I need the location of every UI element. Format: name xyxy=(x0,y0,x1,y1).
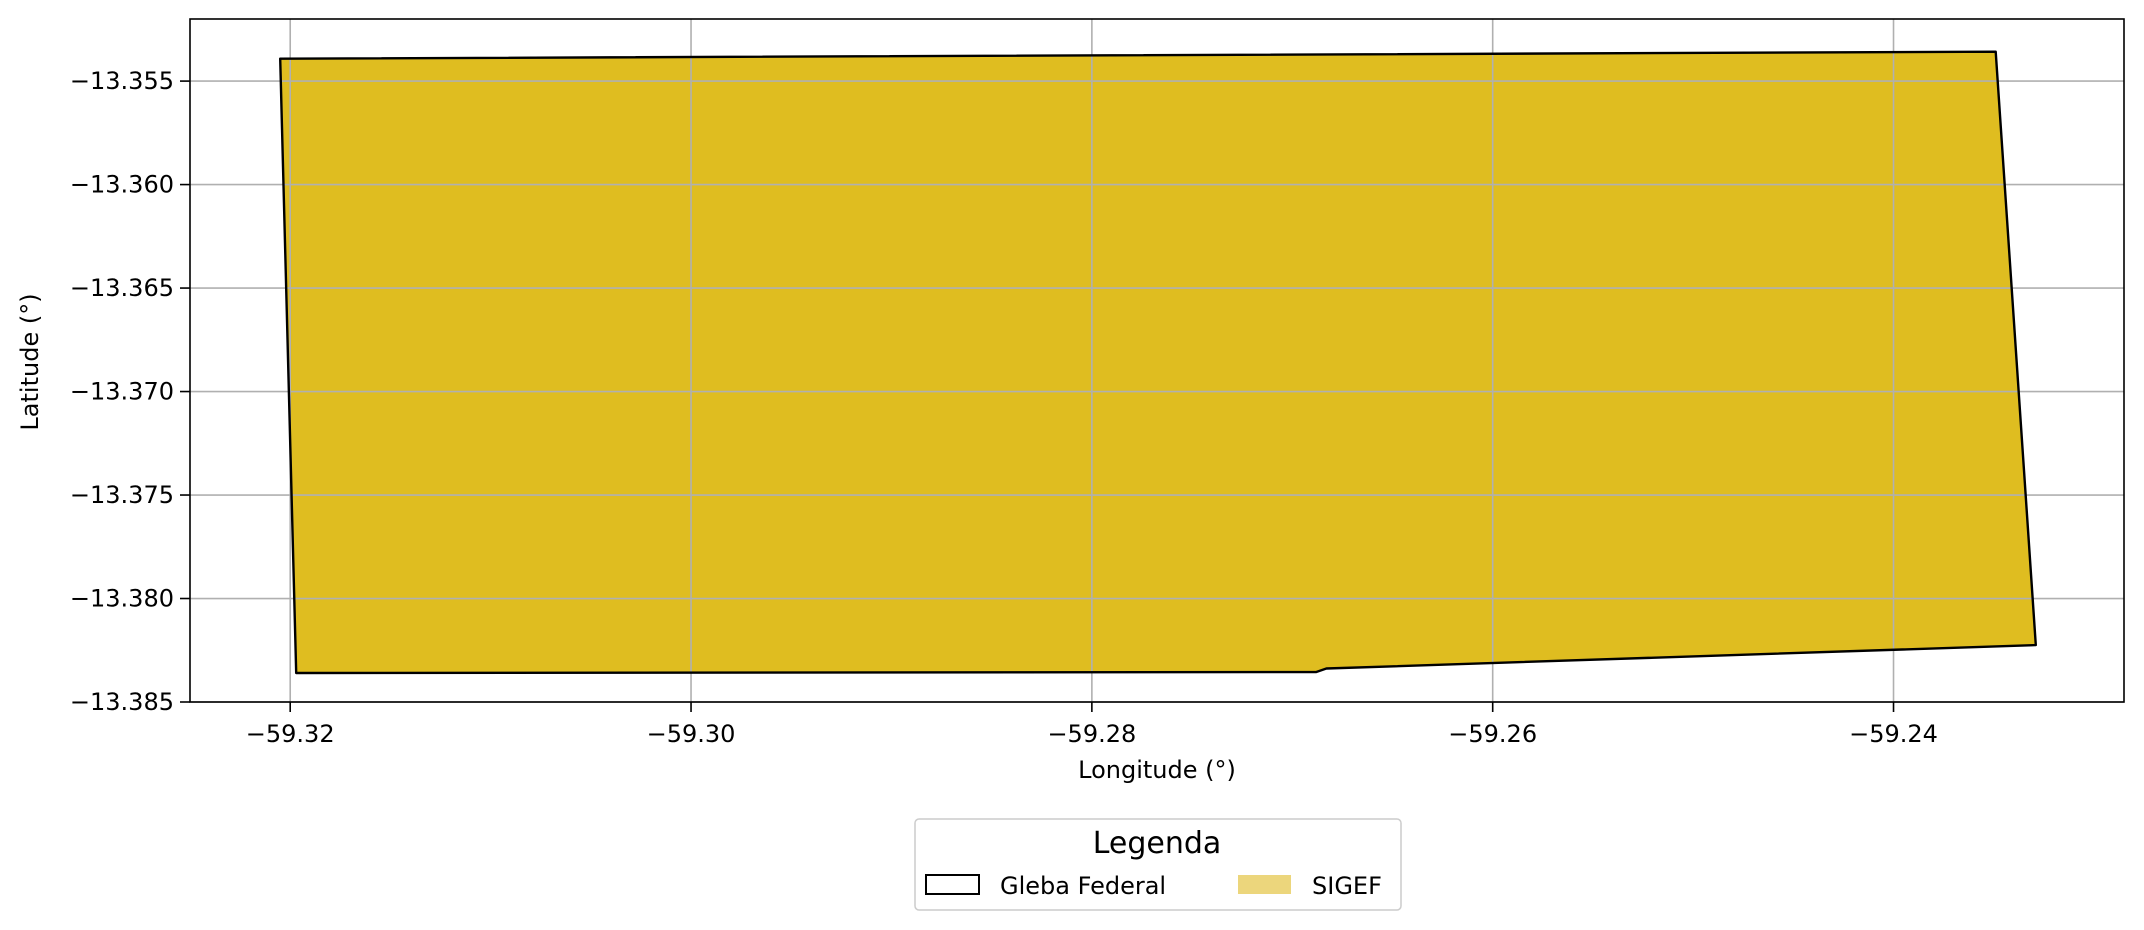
y-tick-label: −13.365 xyxy=(70,274,174,302)
y-axis-title: Latitude (°) xyxy=(16,293,44,430)
y-tick-label: −13.360 xyxy=(70,171,174,199)
legend: Legenda Gleba Federal SIGEF xyxy=(914,818,1402,911)
y-axis: −13.355 −13.360 −13.365 −13.370 −13.375 −13.3… xyxy=(70,67,190,716)
legend-label-sigef: SIGEF xyxy=(1312,872,1382,900)
legend-swatch-sigef xyxy=(1238,875,1291,894)
legend-label-gleba-federal: Gleba Federal xyxy=(1000,872,1166,900)
x-axis-title: Longitude (°) xyxy=(1078,756,1236,784)
legend-title: Legenda xyxy=(1093,826,1222,861)
x-tick-label: −59.30 xyxy=(647,720,736,748)
legend-swatch-gleba-federal xyxy=(925,874,980,895)
y-tick-label: −13.385 xyxy=(70,688,174,716)
y-tick-label: −13.380 xyxy=(70,585,174,613)
x-tick-label: −59.26 xyxy=(1448,720,1537,748)
sigef-polygon xyxy=(280,51,2036,673)
axes-frame xyxy=(189,18,2125,703)
y-tick-label: −13.375 xyxy=(70,481,174,509)
gleba-federal-polygon xyxy=(279,50,2038,675)
x-tick-label: −59.24 xyxy=(1849,720,1938,748)
y-tick-label: −13.370 xyxy=(70,378,174,406)
x-tick-label: −59.28 xyxy=(1047,720,1136,748)
y-tick-label: −13.355 xyxy=(70,67,174,95)
x-axis: −59.32 −59.30 −59.28 −59.26 −59.24 xyxy=(246,702,1938,748)
plot-area xyxy=(189,18,2125,703)
x-tick-label: −59.32 xyxy=(246,720,335,748)
